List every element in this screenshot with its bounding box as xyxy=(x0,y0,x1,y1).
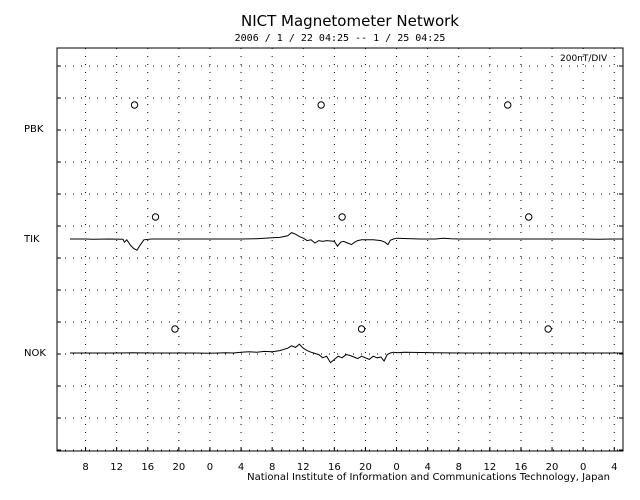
x-tick-label: 16 xyxy=(515,462,528,473)
station-label-nok: NOK xyxy=(24,348,46,359)
station-label-tik: TIK xyxy=(24,234,40,245)
trace-nok xyxy=(70,343,623,364)
x-ticks: 8 12 16 20 0 4 8 12 16 20 0 4 8 12 16 20 0 4 xyxy=(82,447,617,473)
midnight-marker-tik xyxy=(525,213,533,221)
midnight-marker-nok xyxy=(544,325,552,333)
x-tick-label: 16 xyxy=(328,462,341,473)
x-tick-label: 16 xyxy=(141,462,154,473)
x-tick-label: 20 xyxy=(546,462,559,473)
x-tick-label: 4 xyxy=(424,462,430,473)
credit-text: National Institute of Information and Co… xyxy=(247,472,610,483)
chart-title: NICT Magnetometer Network xyxy=(240,12,459,30)
traces xyxy=(70,232,623,364)
x-tick-label: 0 xyxy=(393,462,399,473)
x-tick-label: 8 xyxy=(269,462,275,473)
midnight-marker-tik xyxy=(338,213,346,221)
y-ticks xyxy=(57,65,623,451)
x-tick-label: 20 xyxy=(172,462,185,473)
midnight-marker-tik xyxy=(151,213,160,221)
station-label-pbk: PBK xyxy=(24,124,44,135)
trace-tik xyxy=(70,232,623,251)
x-tick-label: 12 xyxy=(110,462,123,473)
scale-label: 200nT/DIV xyxy=(560,54,608,64)
x-tick-label: 8 xyxy=(82,462,88,473)
midnight-marker-pbk xyxy=(130,101,139,109)
x-tick-label: 0 xyxy=(580,462,586,473)
chart-subtitle: 2006 / 1 / 22 04:25 -- 1 / 25 04:25 xyxy=(234,33,446,44)
x-tick-label: 4 xyxy=(238,462,244,473)
x-tick-label: 12 xyxy=(483,462,496,473)
x-tick-label: 0 xyxy=(207,462,213,473)
midnight-markers xyxy=(130,101,552,333)
midnight-marker-pbk xyxy=(504,101,512,109)
x-tick-label: 8 xyxy=(456,462,462,473)
plot-frame xyxy=(56,47,624,452)
midnight-marker-nok xyxy=(357,325,366,333)
midnight-marker-nok xyxy=(171,325,179,333)
grid xyxy=(57,48,623,451)
x-tick-label: 20 xyxy=(359,462,372,473)
x-tick-label: 4 xyxy=(611,462,617,473)
x-tick-label: 12 xyxy=(297,462,310,473)
midnight-marker-pbk xyxy=(317,101,325,109)
